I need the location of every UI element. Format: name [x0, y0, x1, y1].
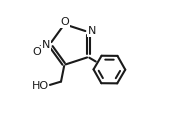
Text: O: O [32, 47, 41, 57]
Text: N: N [88, 26, 96, 36]
Text: HO: HO [32, 81, 49, 91]
Text: N: N [42, 40, 50, 50]
Text: O: O [60, 17, 69, 27]
